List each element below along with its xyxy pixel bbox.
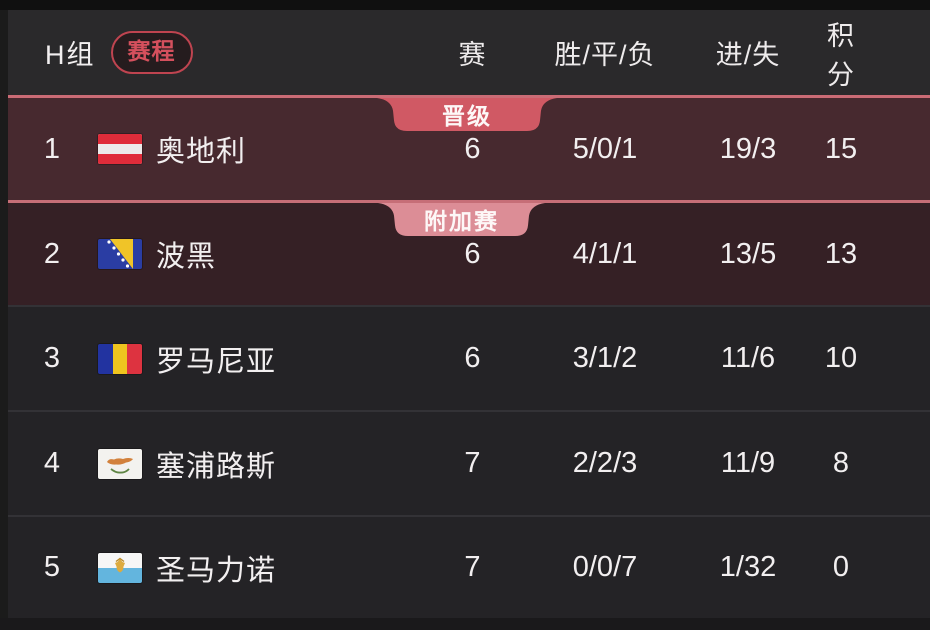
points-value: 0 <box>832 551 850 583</box>
schedule-button[interactable]: 赛程 <box>110 31 193 74</box>
played-value: 6 <box>464 342 481 374</box>
rank: 1 <box>43 132 61 165</box>
badge-ribbon-shape <box>378 203 545 237</box>
wdl-value: 0/0/7 <box>572 551 638 583</box>
flag-cell <box>88 343 152 374</box>
left-edge-strip <box>0 10 8 618</box>
rank: 2 <box>43 237 61 270</box>
qualified-badge-label: 晋级 <box>442 102 492 129</box>
table-header: H组 赛程 赛 胜/平/负 进/失 积分 <box>8 10 930 95</box>
flag-cell <box>88 239 152 269</box>
rank: 5 <box>43 551 61 583</box>
table-row-san-marino[interactable]: 5 圣马力诺 7 0/0/7 1/32 0 <box>8 515 930 618</box>
played-value: 7 <box>464 447 481 479</box>
column-header-played: 赛 <box>458 40 487 70</box>
table-row-austria[interactable]: 晋级 1 奥地利 6 5/0/1 19/3 15 <box>8 95 930 200</box>
goals-value: 11/9 <box>720 447 776 479</box>
goals-value: 11/6 <box>720 342 776 374</box>
played-value: 7 <box>464 551 481 583</box>
wdl-value: 3/1/2 <box>572 342 638 374</box>
group-header: H组 赛程 <box>8 31 410 74</box>
wdl-value: 2/2/3 <box>572 447 638 479</box>
team-name: 奥地利 <box>156 136 247 168</box>
team-name: 塞浦路斯 <box>156 450 277 483</box>
team-name: 圣马力诺 <box>156 554 277 587</box>
table-row-romania[interactable]: 3 罗马尼亚 6 3/1/2 11/6 10 <box>8 305 930 410</box>
austria-flag-icon <box>98 134 142 164</box>
wdl-value: 4/1/1 <box>572 237 638 270</box>
points-value: 10 <box>824 342 858 374</box>
goals-value: 1/32 <box>719 551 777 583</box>
points-value: 15 <box>824 132 858 165</box>
played-value: 6 <box>464 237 481 270</box>
table-row-bosnia[interactable]: 附加赛 2 波黑 6 4/1/1 <box>8 200 930 305</box>
cyprus-flag-icon <box>98 448 142 479</box>
san-marino-flag-icon <box>98 552 142 583</box>
column-header-wdl: 胜/平/负 <box>554 40 656 70</box>
column-header-goals: 进/失 <box>715 40 781 70</box>
flag-cell <box>88 448 152 479</box>
playoff-badge-label: 附加赛 <box>424 207 499 234</box>
bosnia-flag-icon <box>98 239 142 269</box>
playoff-badge: 附加赛 <box>378 203 545 237</box>
romania-flag-icon <box>98 343 142 374</box>
team-name: 罗马尼亚 <box>156 345 277 378</box>
qualified-badge: 晋级 <box>377 98 557 132</box>
team-name: 波黑 <box>156 241 217 273</box>
goals-value: 13/5 <box>719 237 777 270</box>
goals-value: 19/3 <box>719 132 777 165</box>
flag-cell <box>88 552 152 583</box>
standings-table: 晋级 1 奥地利 6 5/0/1 19/3 15 <box>8 95 930 618</box>
wdl-value: 5/0/1 <box>572 132 638 165</box>
points-value: 8 <box>832 447 850 479</box>
played-value: 6 <box>464 132 481 165</box>
group-title: H组 <box>45 40 96 70</box>
rank: 3 <box>43 342 61 374</box>
table-row-cyprus[interactable]: 4 塞浦路斯 7 2/2/3 11/9 8 <box>8 410 930 515</box>
bottom-edge-strip <box>0 618 930 630</box>
badge-ribbon-shape <box>377 98 557 132</box>
rank: 4 <box>43 447 61 479</box>
flag-cell <box>88 134 152 164</box>
column-header-points: 积分 <box>827 20 855 90</box>
top-edge-strip <box>0 0 930 10</box>
points-value: 13 <box>824 237 858 270</box>
